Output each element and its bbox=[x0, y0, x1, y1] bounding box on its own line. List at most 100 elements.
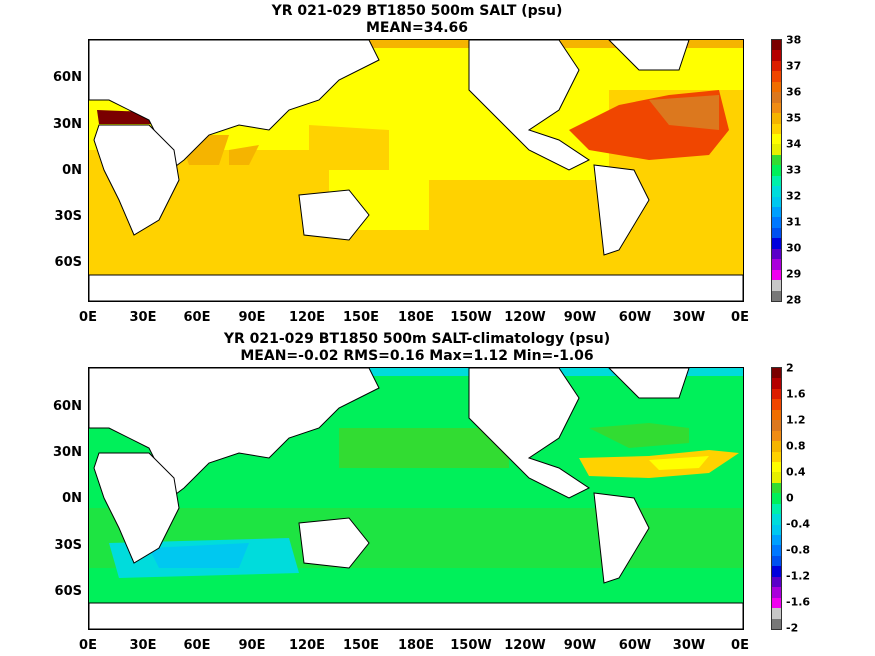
panel1-lat-label-60n: 60N bbox=[53, 70, 82, 85]
panel1-map bbox=[88, 39, 744, 302]
panel1-colorbar-label: 31 bbox=[786, 215, 802, 229]
panel2-lon-label: 0E bbox=[731, 638, 749, 653]
colorbar-segment bbox=[772, 597, 781, 609]
colorbar-segment bbox=[772, 207, 781, 218]
colorbar-segment bbox=[772, 238, 781, 249]
colorbar-segment bbox=[772, 186, 781, 197]
colorbar-segment bbox=[772, 576, 781, 588]
colorbar-segment bbox=[772, 482, 781, 494]
panel1-title: YR 021-029 BT1850 500m SALT (psu) bbox=[271, 3, 563, 19]
colorbar-segment bbox=[772, 50, 781, 61]
panel2-colorbar-label: -1.6 bbox=[786, 595, 811, 609]
colorbar-segment bbox=[772, 430, 781, 442]
colorbar-segment bbox=[772, 81, 781, 93]
panel2-colorbar-label: 0 bbox=[786, 491, 794, 505]
panel1-lon-label: 150W bbox=[450, 310, 492, 325]
panel2-colorbar-label: -0.4 bbox=[786, 517, 811, 531]
panel2-colorbar-label: -2 bbox=[786, 621, 799, 635]
colorbar-segment bbox=[772, 248, 781, 260]
colorbar-segment bbox=[772, 71, 781, 82]
panel1-colorbar-label: 38 bbox=[786, 33, 802, 47]
panel1-lon-label: 90W bbox=[563, 310, 597, 325]
panel1-lon-label: 30E bbox=[129, 310, 157, 325]
panel1-colorbar-label: 28 bbox=[786, 293, 802, 307]
panel2-lat-label-30n: 30N bbox=[53, 445, 82, 460]
panel2-colorbar-label: 0.8 bbox=[786, 439, 806, 453]
panel1-lon-label: 120E bbox=[288, 310, 326, 325]
colorbar-segment bbox=[772, 92, 781, 103]
panel2-lon-label: 60E bbox=[183, 638, 211, 653]
panel2-lon-label: 30E bbox=[129, 638, 157, 653]
colorbar-segment bbox=[772, 259, 781, 270]
panel1-lat-label-30n: 30N bbox=[53, 117, 82, 132]
panel2-lat-label-30s: 30S bbox=[54, 538, 82, 553]
colorbar-segment bbox=[772, 524, 781, 535]
panel2-lon-label: 90E bbox=[238, 638, 266, 653]
colorbar-segment bbox=[772, 566, 781, 577]
panel1-lon-label: 60W bbox=[618, 310, 652, 325]
colorbar-segment bbox=[772, 461, 781, 473]
colorbar-segment bbox=[772, 227, 781, 239]
colorbar-segment bbox=[772, 368, 781, 379]
panel2-lon-label: 150E bbox=[342, 638, 380, 653]
panel1-lat-label-30s: 30S bbox=[54, 209, 82, 224]
panel1-lon-label: 30W bbox=[672, 310, 706, 325]
panel1-colorbar bbox=[771, 39, 782, 302]
panel2-colorbar-label: -0.8 bbox=[786, 543, 811, 557]
colorbar-segment bbox=[772, 608, 781, 619]
panel1-lat-label-60s: 60S bbox=[54, 255, 82, 270]
panel1-colorbar-label: 35 bbox=[786, 111, 802, 125]
panel2-lon-label: 90W bbox=[563, 638, 597, 653]
panel2-map bbox=[88, 367, 744, 630]
panel2-colorbar-label: 2 bbox=[786, 361, 794, 375]
panel2-lon-label: 180E bbox=[397, 638, 435, 653]
colorbar-segment bbox=[772, 165, 781, 176]
panel1-lon-label: 90E bbox=[238, 310, 266, 325]
colorbar-segment bbox=[772, 514, 781, 525]
panel2-lat-label-60n: 60N bbox=[53, 399, 82, 414]
colorbar-segment bbox=[772, 388, 781, 400]
panel1-colorbar-label: 30 bbox=[786, 241, 802, 255]
panel1-lon-label: 0E bbox=[79, 310, 97, 325]
colorbar-segment bbox=[772, 409, 781, 421]
panel2-lat-label-60s: 60S bbox=[54, 584, 82, 599]
panel1-colorbar-label: 34 bbox=[786, 137, 802, 151]
panel2-colorbar-label: 0.4 bbox=[786, 465, 806, 479]
colorbar-segment bbox=[772, 217, 781, 228]
colorbar-segment bbox=[772, 399, 781, 410]
panel1-lon-label: 150E bbox=[342, 310, 380, 325]
colorbar-segment bbox=[772, 113, 781, 124]
colorbar-segment bbox=[772, 144, 781, 155]
panel2-colorbar bbox=[771, 367, 782, 630]
colorbar-segment bbox=[772, 280, 781, 291]
colorbar-segment bbox=[772, 472, 781, 483]
panel2-title: YR 021-029 BT1850 500m SALT-climatology … bbox=[223, 331, 611, 347]
panel2-lon-label: 60W bbox=[618, 638, 652, 653]
panel1-colorbar-label: 37 bbox=[786, 59, 802, 73]
panel1-colorbar-label: 36 bbox=[786, 85, 802, 99]
colorbar-segment bbox=[772, 154, 781, 166]
panel1-colorbar-label: 29 bbox=[786, 267, 802, 281]
panel2-lon-label: 0E bbox=[79, 638, 97, 653]
colorbar-segment bbox=[772, 503, 781, 515]
panel2-lon-label: 120E bbox=[288, 638, 326, 653]
colorbar-segment bbox=[772, 535, 781, 546]
colorbar-segment bbox=[772, 555, 781, 567]
colorbar-segment bbox=[772, 102, 781, 114]
panel1-lon-label: 0E bbox=[731, 310, 749, 325]
panel2-colorbar-label: 1.2 bbox=[786, 413, 806, 427]
panel2-lon-label: 120W bbox=[504, 638, 546, 653]
panel1-lon-label: 120W bbox=[504, 310, 546, 325]
colorbar-segment bbox=[772, 269, 781, 281]
colorbar-segment bbox=[772, 618, 781, 629]
panel2-colorbar-label: 1.6 bbox=[786, 387, 806, 401]
colorbar-segment bbox=[772, 60, 781, 72]
panel1-lon-label: 60E bbox=[183, 310, 211, 325]
panel1-colorbar-label: 33 bbox=[786, 163, 802, 177]
colorbar-segment bbox=[772, 175, 781, 187]
colorbar-segment bbox=[772, 133, 781, 145]
colorbar-segment bbox=[772, 493, 781, 504]
panel2-lon-label: 150W bbox=[450, 638, 492, 653]
colorbar-segment bbox=[772, 451, 781, 462]
colorbar-segment bbox=[772, 196, 781, 207]
